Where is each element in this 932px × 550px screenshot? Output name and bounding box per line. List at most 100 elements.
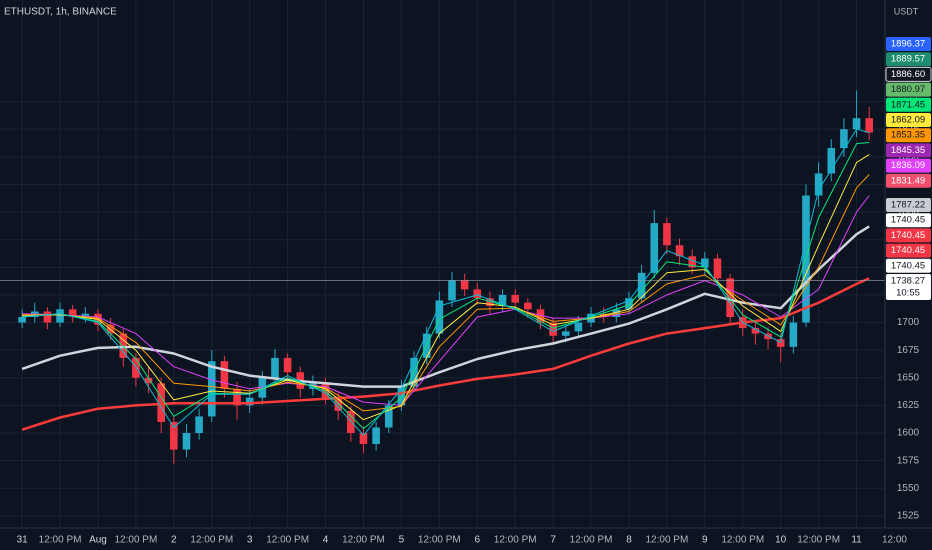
candle-body [840, 129, 848, 149]
candle-body [814, 173, 823, 196]
price-badge [885, 66, 932, 82]
x-tick-label: 12:00 PM [570, 535, 613, 546]
candle-body [334, 397, 342, 411]
price-badge-label: 1871.45 [891, 99, 925, 110]
x-tick-label: 10 [775, 535, 787, 546]
y-tick-label: 1600 [897, 428, 920, 439]
candle-body [536, 309, 545, 323]
candle-body [827, 148, 836, 174]
x-tick-label: 12:00 PM [418, 535, 461, 546]
candle-body [233, 388, 241, 406]
candle-body [144, 377, 153, 384]
x-tick-label: 31 [17, 535, 29, 546]
axes: 1525155015751600162516501675170017251750… [17, 37, 932, 546]
candle-body [852, 118, 861, 130]
price-badge [886, 37, 931, 51]
moving-average-line [21, 277, 870, 431]
x-tick-label: 7 [550, 535, 556, 546]
price-badge [886, 82, 931, 97]
candle-body [359, 433, 368, 445]
y-tick-label: 1575 [897, 455, 920, 466]
candle-body [549, 322, 557, 336]
y-tick-label: 1525 [897, 510, 920, 521]
candle-body [574, 322, 583, 332]
countdown-label: 10:55 [896, 288, 920, 299]
x-tick-label: 5 [399, 535, 405, 546]
plot-area [0, 90, 885, 464]
candle-body [789, 322, 798, 347]
x-tick-label: 6 [474, 535, 480, 546]
moving-average-line [22, 154, 870, 421]
candle-body [663, 223, 671, 246]
candle-body [561, 331, 570, 336]
candle-body [68, 309, 77, 316]
x-tick-label: 12:00 PM [39, 535, 82, 546]
price-badge [886, 113, 931, 127]
candle-body [56, 309, 64, 323]
candle-body [713, 258, 722, 279]
x-tick-label: 12:00 PM [342, 535, 385, 546]
price-badge-label: 1831.49 [891, 175, 925, 186]
price-badge-label: 1845.35 [891, 145, 925, 156]
moving-average-line [22, 142, 870, 430]
candle-body [865, 118, 873, 133]
candle-body [498, 294, 507, 306]
price-badge-label: 1896.37 [891, 39, 925, 50]
price-badge [886, 143, 931, 158]
y-tick-label: 1550 [897, 483, 920, 494]
candle-body [701, 258, 709, 268]
candle-body [675, 245, 684, 257]
candle-body [776, 339, 785, 347]
candle-body [119, 333, 128, 358]
x-tick-label: 12:00 PM [494, 535, 537, 546]
candle-body [473, 289, 482, 299]
price-badge [886, 97, 931, 112]
price-badge-label: 1836.09 [891, 160, 925, 171]
price-badge-label: 1880.97 [891, 84, 925, 95]
candle-body [283, 357, 292, 373]
x-tick-label: 12:00 PM [646, 535, 689, 546]
x-tick-label: 8 [626, 535, 632, 546]
price-badge [886, 274, 931, 300]
candle-body [18, 317, 26, 323]
price-badge-label: 1862.09 [891, 115, 925, 126]
x-tick-label: 4 [323, 535, 329, 546]
x-tick-label: 2 [171, 535, 177, 546]
candle-body [751, 328, 760, 334]
price-badge-label: 1889.57 [891, 54, 925, 65]
candle-body [448, 280, 456, 301]
candle-body [397, 386, 406, 406]
candle-body [43, 311, 52, 323]
x-tick-label: 12:00 PM [115, 535, 158, 546]
price-badge-label: 1740.45 [891, 260, 925, 271]
y-tick-label: 1625 [897, 400, 920, 411]
candle-body [182, 433, 191, 450]
candle-body [460, 280, 469, 290]
candle-body [511, 294, 519, 303]
moving-average-line [22, 174, 870, 412]
x-tick-label: 12:00 PM [266, 535, 309, 546]
x-tick-label: 12:00 [882, 535, 907, 546]
candle-body [245, 397, 254, 406]
candle-body [132, 357, 140, 378]
candle-body [170, 421, 178, 450]
price-badge [886, 128, 931, 143]
moving-average-line [21, 225, 870, 388]
candle-body [486, 298, 494, 306]
price-badge-label: 1740.45 [891, 230, 925, 241]
moving-average-line [22, 195, 870, 406]
moving-average-line [22, 128, 870, 436]
price-badge [886, 243, 931, 258]
candle-body [271, 357, 279, 378]
chart-title: ETHUSDT, 1h, BINANCE [4, 7, 117, 18]
price-badge [886, 258, 931, 273]
x-tick-label: 3 [247, 535, 253, 546]
price-badge [886, 52, 931, 67]
candle-body [347, 410, 355, 434]
x-tick-label: 12:00 PM [797, 535, 840, 546]
price-badge [886, 228, 931, 243]
candle-body [764, 333, 772, 340]
axis-unit: USDT [894, 6, 919, 16]
